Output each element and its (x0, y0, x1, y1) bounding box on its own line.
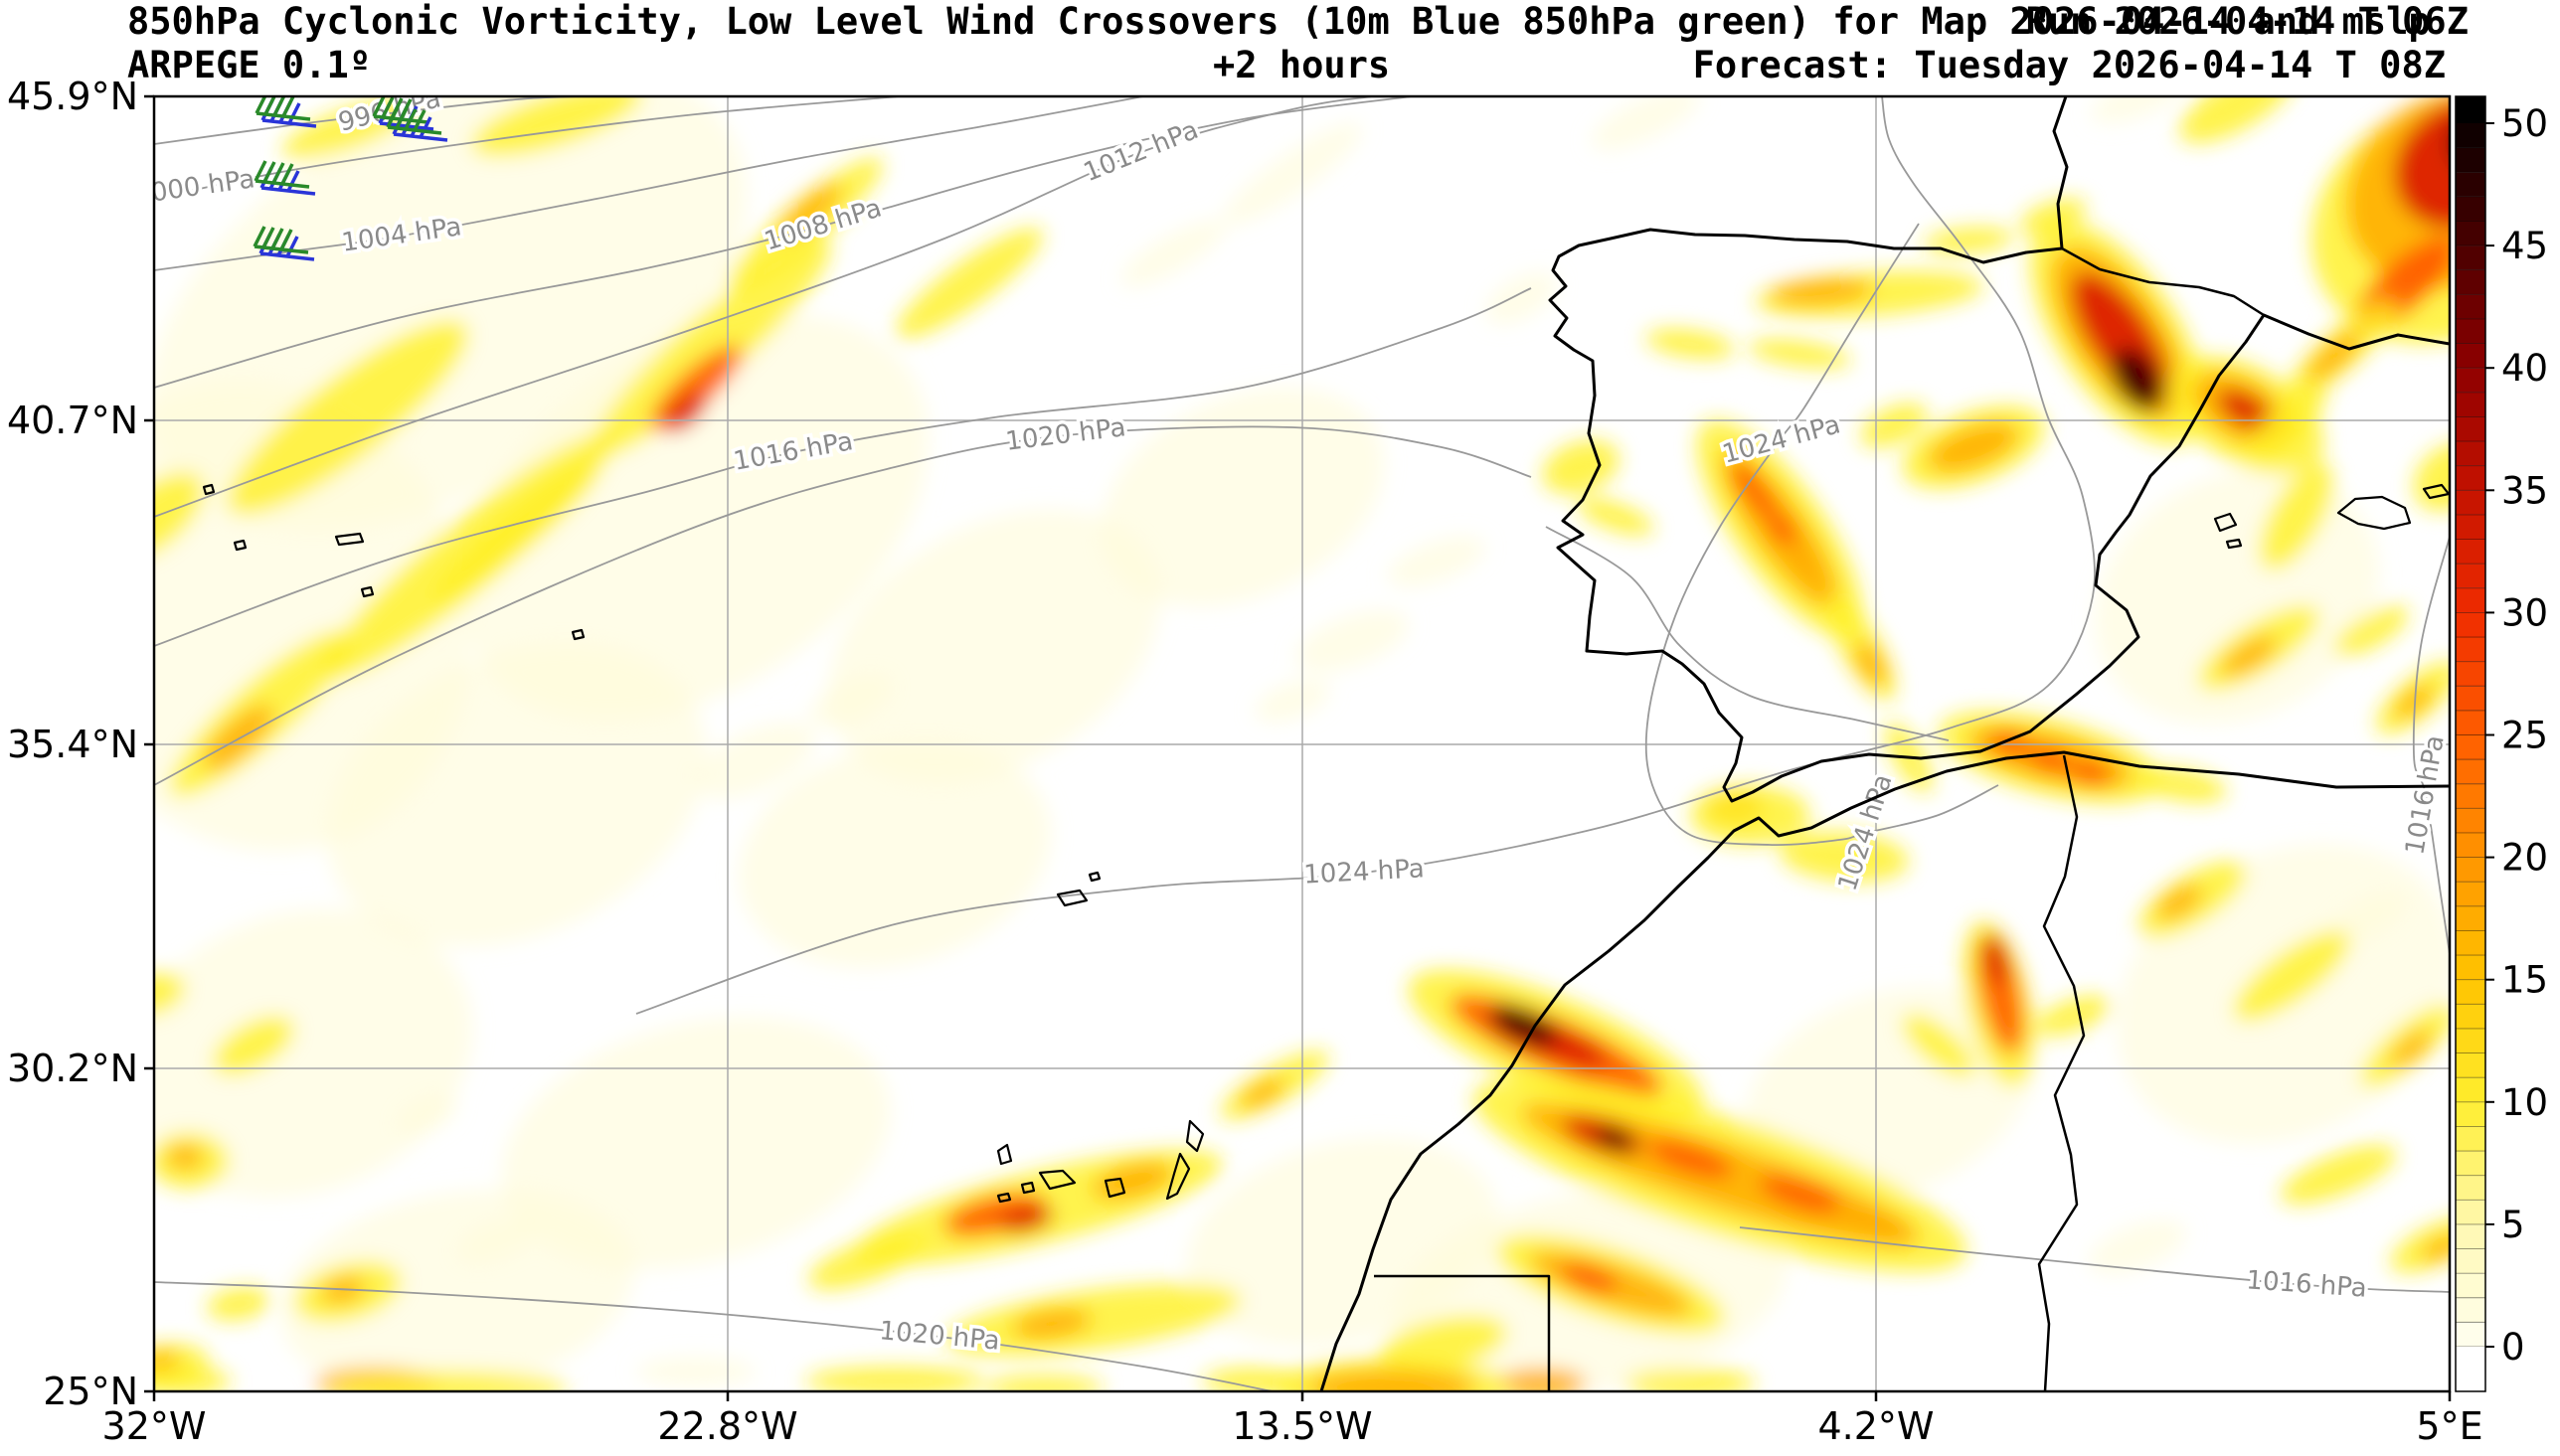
lead-time-label: +2 hours (1213, 44, 1391, 86)
island-outline (1104, 1177, 1126, 1199)
country-border (2061, 246, 2265, 317)
colorbar-tick-label: 20 (2501, 837, 2548, 880)
colorbar-tick-label: 35 (2501, 469, 2548, 512)
y-tick-label: 45.9°N (7, 75, 138, 118)
y-tick-label: 35.4°N (7, 723, 138, 766)
barb-850hPa-green (255, 96, 311, 121)
coastline (1319, 750, 2450, 1391)
island-outline (1056, 889, 1089, 907)
island-outline (233, 539, 248, 552)
country-border (2037, 754, 2086, 1391)
x-tick-label: 5°E (2416, 1404, 2482, 1448)
chart-title: 850hPa Cyclonic Vorticity, Low Level Win… (127, 0, 2431, 43)
x-tick-label: 22.8°W (657, 1404, 797, 1448)
country-borders (1374, 246, 2265, 1391)
barb-850hPa-green (254, 160, 310, 189)
x-tick-label: 13.5°W (1232, 1404, 1372, 1448)
island-outline (334, 532, 365, 547)
colorbar-tick-label: 5 (2501, 1204, 2525, 1246)
colorbar-tick-label: 45 (2501, 225, 2548, 267)
x-tick-label: 32°W (102, 1404, 207, 1448)
island-outline (1088, 871, 1102, 883)
island-outline (2336, 495, 2412, 531)
coastline (1548, 96, 2450, 803)
isobar-label: 1024 hPa (1303, 854, 1426, 890)
colorbar-tick-label: 25 (2501, 715, 2548, 757)
colorbar-tick-label: 10 (2501, 1081, 2548, 1124)
y-tick-label: 30.2°N (7, 1047, 138, 1090)
island-outline (2213, 512, 2238, 533)
x-tick-label: 4.2°W (1817, 1404, 1934, 1448)
vorticity-field (154, 96, 2450, 1391)
country-border (1374, 1274, 1551, 1391)
barb-850hPa-green (253, 226, 309, 254)
colorbar-tick-label: 30 (2501, 591, 2548, 634)
colorbar: 0 5 10 15 20 25 30 35 40 45 50 (2455, 95, 2548, 1392)
island-outline (1020, 1181, 1036, 1195)
map-frame (144, 94, 2452, 1401)
y-tick-label: 25°N (43, 1370, 138, 1413)
island-outline (2225, 538, 2243, 550)
islands (202, 483, 2450, 1204)
run-timestamp: Run 2026-04-14 T 06Z (2025, 0, 2469, 43)
island-outline (1185, 1119, 1205, 1153)
latlon-grid (154, 96, 2450, 1391)
island-outline (1038, 1169, 1077, 1191)
isobar-label: 1020 hPa (878, 1316, 1001, 1356)
island-outline (202, 483, 216, 496)
colorbar-tick-label: 0 (2501, 1326, 2525, 1369)
wind-barbs (253, 96, 448, 261)
model-label: ARPEGE 0.1º (127, 44, 372, 86)
wind-barb-pair (255, 96, 317, 128)
island-outline (1165, 1152, 1191, 1201)
colorbar-tick-label: 50 (2501, 102, 2548, 145)
island-outline (996, 1143, 1013, 1166)
colorbar-tick-label: 40 (2501, 347, 2548, 390)
wind-barb-pair (386, 106, 448, 142)
y-tick-label: 40.7°N (7, 399, 138, 442)
colorbar-tick-label: 15 (2501, 959, 2548, 1002)
island-outline (996, 1192, 1012, 1204)
island-outline (571, 628, 586, 641)
forecast-valid-label: Forecast: Tuesday 2026-04-14 T 08Z (1692, 44, 2446, 86)
axis-labels: 32°W 22.8°W 13.5°W 4.2°W 5°E 45.9°N 40.7°N 35.4… (7, 75, 2483, 1448)
barb-850hPa-green (386, 106, 442, 135)
coastlines (1319, 96, 2450, 1391)
wind-barb-pair (254, 160, 316, 196)
island-outline (360, 585, 375, 598)
wind-barb-pair (253, 226, 315, 261)
